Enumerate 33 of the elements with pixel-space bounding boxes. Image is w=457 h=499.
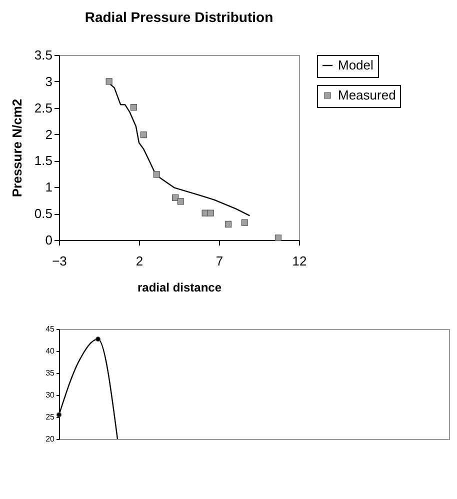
y-tick-label: 2 [45,126,52,142]
point [106,78,112,85]
y-tick-label: 20 [46,434,56,444]
y-axis-title: Pressure N/cm2 [9,98,24,198]
y-tick-label: 1 [45,180,52,195]
y-tick-label: 25 [46,412,56,422]
point [207,210,214,216]
x-tick-label: 7 [216,254,224,268]
chart-title: Radial Pressure Distribution [84,9,274,25]
y-tick-label: 40 [46,346,56,356]
point [140,132,147,138]
y-tick-label: 45 [46,324,56,334]
x-axis-title: radial distance [137,280,222,294]
point [274,234,282,242]
y-tick-label: 3.5 [34,48,52,62]
y-tick-label: 0 [45,232,52,248]
point [241,219,248,226]
legend-label: Model [338,58,374,72]
y-tick-label: 2.5 [34,100,52,116]
y-tick-label: 1.5 [34,153,52,168]
y-tick-label: 35 [46,368,56,378]
x-tick-label: 12 [292,254,307,268]
point [172,194,179,202]
point [224,220,232,228]
point [177,198,184,205]
y-tick-label: 3 [45,74,52,89]
x-tick-label: 2 [136,254,144,268]
x-tick-label: −3 [52,254,67,268]
y-tick-label: 30 [46,390,56,400]
point [130,104,138,111]
legend-label: Measured [338,88,396,102]
y-tick-label: 0.5 [34,206,52,222]
point [153,171,160,178]
